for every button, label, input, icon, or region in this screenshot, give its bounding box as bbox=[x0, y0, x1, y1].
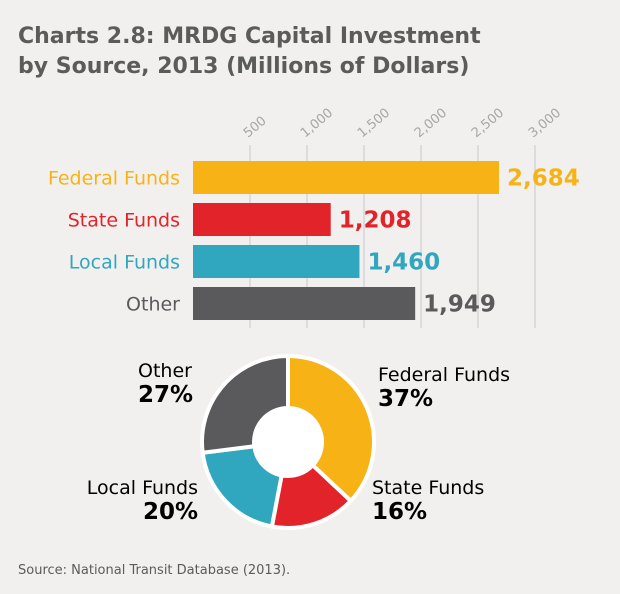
pie-label-local-name: Local Funds bbox=[86, 477, 198, 499]
pie-label-local: Local Funds 20% bbox=[72, 477, 198, 525]
bar-other bbox=[193, 287, 416, 320]
pie-label-other: Other 27% bbox=[138, 360, 193, 408]
donut-hole bbox=[254, 408, 322, 476]
chart-title-line1: Charts 2.8: MRDG Capital Investment bbox=[18, 24, 481, 49]
x-tick-label: 1,000 bbox=[298, 106, 336, 141]
category-label-other: Other bbox=[126, 294, 180, 316]
pie-label-state-name: State Funds bbox=[372, 477, 485, 499]
category-label-federal: Federal Funds bbox=[48, 168, 180, 190]
value-label-local: 1,460 bbox=[367, 250, 440, 276]
pie-label-other-name: Other bbox=[138, 360, 192, 382]
bar-chart: 500 1,000 1,500 2,000 2,500 3,000 Federal Fund… bbox=[48, 106, 580, 328]
category-label-state: State Funds bbox=[68, 210, 180, 232]
pie-label-federal-name: Federal Funds bbox=[378, 364, 511, 386]
category-label-local: Local Funds bbox=[69, 252, 180, 274]
source-note: Source: National Transit Database (2013)… bbox=[18, 563, 291, 578]
pie-label-state-pct: 16% bbox=[372, 499, 428, 525]
donut-chart bbox=[200, 354, 376, 530]
value-label-other: 1,949 bbox=[423, 292, 496, 318]
value-label-state: 1,208 bbox=[339, 208, 412, 234]
x-tick-label: 500 bbox=[241, 114, 270, 141]
chart-subtitle: by Source, 2013 (Millions of Dollars) bbox=[18, 54, 470, 79]
chart-title: Charts 2.8: MRDG Capital Investment by S… bbox=[18, 22, 608, 82]
value-label-federal: 2,684 bbox=[507, 166, 580, 192]
pie-label-state: State Funds 16% bbox=[372, 477, 484, 525]
x-tick-label: 2,000 bbox=[412, 106, 450, 141]
x-tick-label: 1,500 bbox=[355, 106, 393, 141]
bar-federal bbox=[193, 161, 499, 194]
pie-label-federal: Federal Funds 37% bbox=[378, 364, 510, 412]
pie-label-local-pct: 20% bbox=[142, 499, 198, 525]
pie-label-federal-pct: 37% bbox=[378, 386, 434, 412]
x-tick-label: 3,000 bbox=[526, 106, 564, 141]
bar-state bbox=[193, 203, 331, 236]
x-tick-label: 2,500 bbox=[469, 106, 507, 141]
pie-label-other-pct: 27% bbox=[138, 382, 194, 408]
bar-local bbox=[193, 245, 360, 278]
